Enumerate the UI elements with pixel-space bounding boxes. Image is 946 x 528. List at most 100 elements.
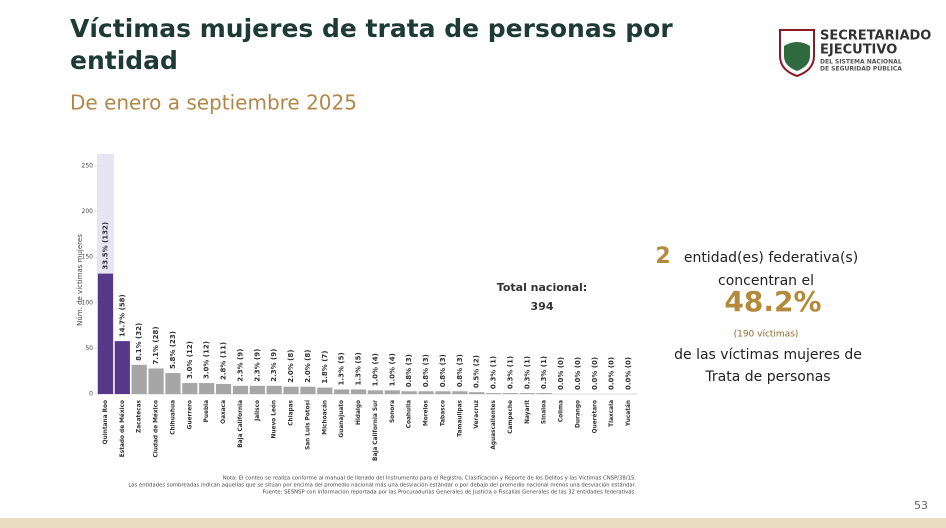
- x-tick-label: Sonora: [390, 400, 396, 423]
- data-label: 33.5% (132): [101, 222, 109, 270]
- x-tick-label: Tabasco: [440, 400, 446, 426]
- footer-band: [0, 518, 946, 528]
- x-tick-label: Baja California Sur: [373, 400, 379, 461]
- data-label: 0.0% (0): [557, 357, 565, 390]
- bar: [148, 368, 164, 394]
- data-label: 0.0% (0): [625, 357, 633, 390]
- data-label: 0.8% (3): [439, 354, 447, 387]
- total-value: 394: [531, 300, 554, 313]
- y-tick-label: 100: [82, 299, 94, 306]
- data-label: 2.0% (8): [287, 350, 295, 383]
- summary-text: concentran el: [718, 273, 814, 289]
- note: Nota: El conteo se realiza conforme al m…: [223, 475, 637, 482]
- bar: [114, 341, 130, 394]
- x-tick-label: Zacatecas: [137, 399, 143, 433]
- data-label: 0.0% (0): [591, 357, 599, 390]
- data-label: 0.3% (1): [506, 356, 514, 389]
- summary-text: de las víctimas mujeres de: [674, 347, 862, 363]
- data-label: 0.8% (3): [405, 354, 413, 387]
- data-label: 0.8% (3): [456, 354, 464, 387]
- x-tick-label: Quintana Roo: [103, 400, 109, 444]
- x-tick-label: Querétaro: [591, 400, 598, 433]
- logo: SECRETARIADO EJECUTIVO DEL SISTEMA NACIO…: [779, 29, 931, 78]
- title: entidad: [70, 46, 178, 75]
- x-tick-label: Morelos: [424, 399, 430, 426]
- bar: [317, 387, 333, 394]
- x-tick-label: Tamaulipas: [457, 399, 463, 436]
- x-tick-label: Chihuahua: [170, 400, 176, 435]
- data-label: 2.0% (8): [304, 350, 312, 383]
- bar: [469, 392, 485, 394]
- x-tick-label: Tlaxcala: [609, 400, 615, 427]
- bar: [384, 390, 400, 394]
- data-label: 0.5% (2): [473, 355, 481, 388]
- summary-percent: 48.2%: [724, 285, 821, 318]
- bar: [350, 389, 367, 394]
- bar: [300, 386, 316, 394]
- bar: [502, 393, 519, 394]
- data-label: 1.0% (4): [388, 353, 396, 386]
- x-tick-label: Jalisco: [255, 400, 261, 422]
- x-tick-label: Nayarit: [525, 400, 531, 424]
- x-tick-label: Baja California: [238, 400, 244, 448]
- summary-victims: (190 víctimas): [734, 330, 799, 340]
- bar: [283, 386, 299, 394]
- bar: [401, 391, 417, 394]
- data-label: 0.3% (1): [490, 356, 498, 389]
- x-tick-label: Campeche: [508, 400, 514, 434]
- data-label: 0.8% (3): [422, 354, 430, 387]
- bar: [182, 383, 198, 394]
- x-tick-label: Michoacán: [321, 400, 328, 435]
- bar: [334, 389, 350, 394]
- bar: [266, 385, 282, 394]
- bar: [232, 385, 249, 394]
- bar: [249, 385, 265, 394]
- chart: 0 50 100 150 200 250 Núm. de víctimas mujeres 3…: [76, 154, 637, 461]
- bar: [131, 364, 147, 394]
- summary-text: Trata de personas: [704, 369, 830, 385]
- y-tick-label: 250: [82, 163, 94, 170]
- data-label: 2.3% (9): [253, 349, 261, 382]
- x-tick-label: Coahuila: [407, 400, 413, 428]
- data-label: 8.1% (32): [135, 323, 143, 361]
- data-label: 3.0% (12): [203, 341, 211, 379]
- bar: [485, 393, 502, 394]
- bar: [536, 393, 552, 394]
- data-label: 1.0% (4): [371, 353, 379, 386]
- summary-count: 2: [655, 244, 670, 269]
- x-tick-label: Colima: [559, 400, 565, 422]
- x-tick-label: San Luis Potosí: [304, 399, 311, 450]
- data-label: 14.7% (58): [118, 294, 126, 337]
- data-label: 0.0% (0): [608, 357, 616, 390]
- summary: 2 entidad(es) federativa(s) concentran e…: [655, 244, 862, 385]
- note: Fuente: SESNSP con información reportada…: [263, 489, 637, 496]
- logo-text: SECRETARIADO: [820, 29, 931, 44]
- page-number: 53: [914, 499, 928, 512]
- data-label: 2.8% (11): [220, 342, 228, 380]
- x-tick-label: Durango: [575, 400, 581, 428]
- bar: [199, 383, 215, 394]
- data-label: 2.3% (9): [270, 349, 278, 382]
- subtitle: De enero a septiembre 2025: [70, 91, 357, 115]
- x-tick-label: Ciudad de México: [153, 400, 160, 458]
- logo-text: DEL SISTEMA NACIONAL: [820, 59, 902, 66]
- bar: [519, 393, 535, 394]
- bar: [452, 391, 468, 394]
- x-tick-label: Yucatán: [625, 400, 632, 427]
- x-tick-label: Nuevo León: [271, 400, 278, 438]
- total-label: Total nacional:: [497, 281, 587, 294]
- y-axis-label: Núm. de víctimas mujeres: [76, 234, 84, 326]
- y-tick-label: 50: [85, 345, 93, 352]
- bar: [435, 391, 451, 394]
- x-tick-label: Aguascalientes: [491, 399, 497, 449]
- summary-text: entidad(es) federativa(s): [684, 250, 858, 266]
- title: Víctimas mujeres de trata de personas po…: [70, 14, 673, 43]
- x-tick-label: Chiapas: [289, 399, 295, 425]
- data-label: 1.3% (5): [338, 352, 346, 385]
- bar: [367, 390, 384, 394]
- logo-text: EJECUTIVO: [820, 43, 897, 58]
- data-label: 0.3% (1): [540, 356, 548, 389]
- y-tick-label: 200: [82, 208, 94, 215]
- logo-map: [784, 42, 810, 71]
